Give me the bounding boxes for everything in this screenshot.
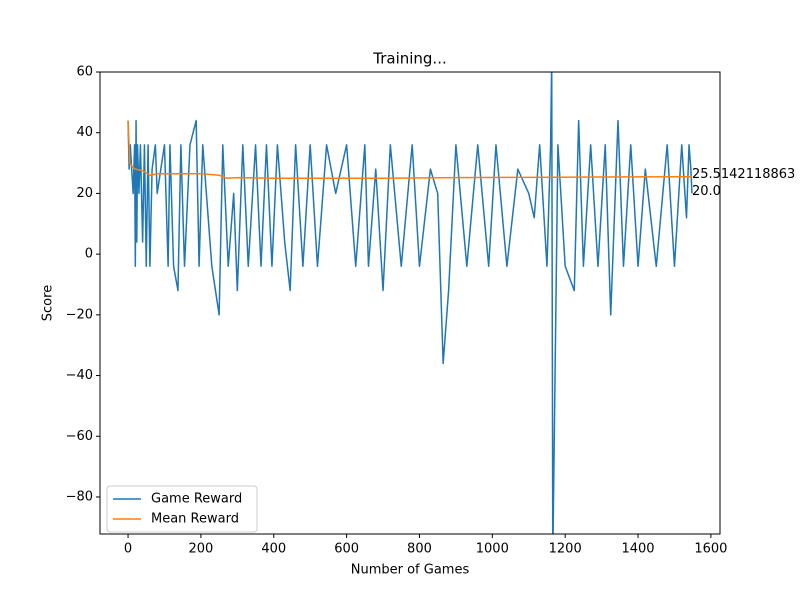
series-line xyxy=(127,72,693,534)
y-tick-label: −20 xyxy=(66,307,93,322)
x-tick-label: 1200 xyxy=(549,542,582,557)
y-tick-label: −40 xyxy=(66,368,93,383)
y-tick-label: 20 xyxy=(76,186,93,201)
y-axis-label: Score xyxy=(41,285,56,321)
x-tick-label: 200 xyxy=(188,542,213,557)
annotation: 20.0 xyxy=(692,184,721,199)
plot-frame xyxy=(99,71,721,535)
legend-box xyxy=(106,485,258,533)
x-tick-label: 800 xyxy=(407,542,432,557)
annotation: 25.5142118863 xyxy=(692,167,795,182)
x-tick-label: 1400 xyxy=(621,542,654,557)
x-tick-label: 600 xyxy=(334,542,359,557)
chart-title: Training... xyxy=(372,50,447,68)
x-axis-label: Number of Games xyxy=(351,563,470,578)
x-tick-label: 400 xyxy=(261,542,286,557)
y-tick-label: −60 xyxy=(66,429,93,444)
legend-label: Game Reward xyxy=(151,492,242,507)
x-tick-label: 1000 xyxy=(476,542,509,557)
y-tick-label: 40 xyxy=(76,125,93,140)
y-tick-label: −80 xyxy=(66,489,93,504)
legend-label: Mean Reward xyxy=(151,512,239,527)
plot-area xyxy=(127,72,693,534)
series-line xyxy=(127,120,692,179)
x-tick-label: 1600 xyxy=(694,542,727,557)
y-tick-label: 60 xyxy=(76,65,93,80)
y-tick-label: 0 xyxy=(85,247,93,262)
x-tick-label: 0 xyxy=(124,542,132,557)
